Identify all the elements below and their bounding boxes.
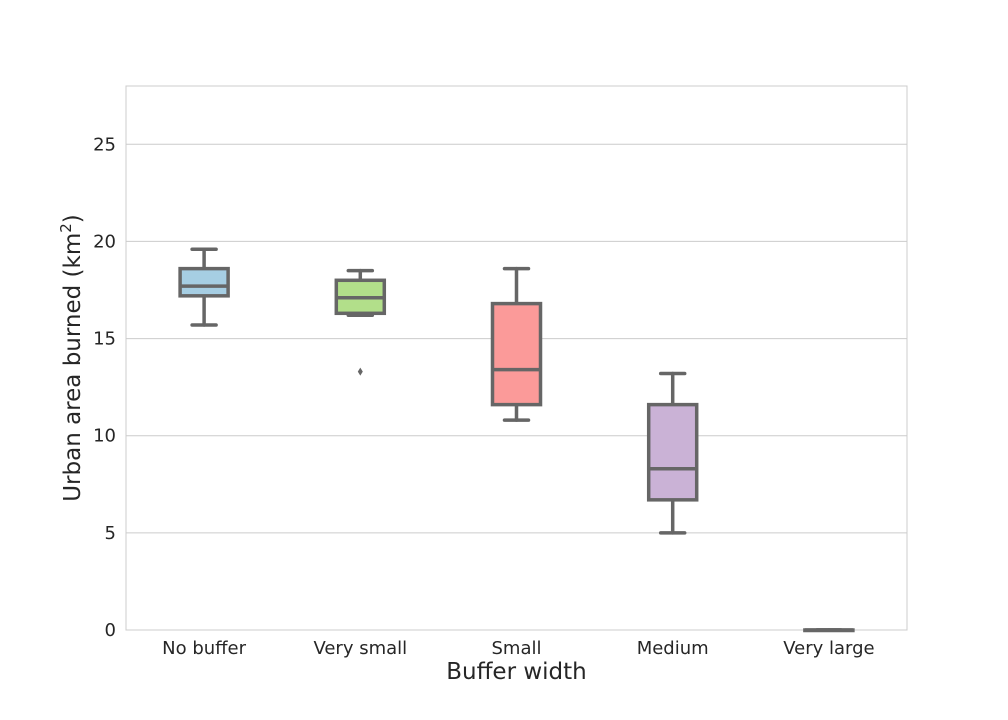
x-tick-label: No buffer [162,638,247,659]
y-tick-label: 0 [105,620,116,641]
x-axis-label: Buffer width [446,659,587,685]
x-tick-label: Small [492,638,542,659]
y-tick-labels: 0 5 10 15 20 25 [93,134,116,641]
y-tick-label: 10 [93,426,116,447]
y-axis-label-superscript: 2 [57,223,75,233]
y-tick-label: 15 [93,329,116,350]
box-group [334,268,387,376]
box-group [646,371,699,535]
box-iqr [178,266,230,298]
boxes [178,247,855,633]
outlier-point [357,367,363,376]
x-tick-labels: No buffer Very small Small Medium Very large [162,638,874,659]
y-tick-label: 25 [93,134,116,155]
y-tick-label: 20 [93,231,116,252]
box-group [178,247,230,327]
box-iqr [490,301,543,407]
y-axis-label: Urban area burned (km2) [57,214,86,502]
box-group [803,628,855,633]
plot-frame [125,85,908,631]
box-group [490,266,543,422]
y-axis-label-main: Urban area burned (km [60,233,86,502]
y-axis-label-end: ) [60,214,86,223]
x-tick-label: Very large [783,638,874,659]
y-tick-label: 5 [105,523,116,544]
x-tick-label: Very small [313,638,407,659]
x-tick-label: Medium [637,638,709,659]
box-iqr [646,402,699,502]
